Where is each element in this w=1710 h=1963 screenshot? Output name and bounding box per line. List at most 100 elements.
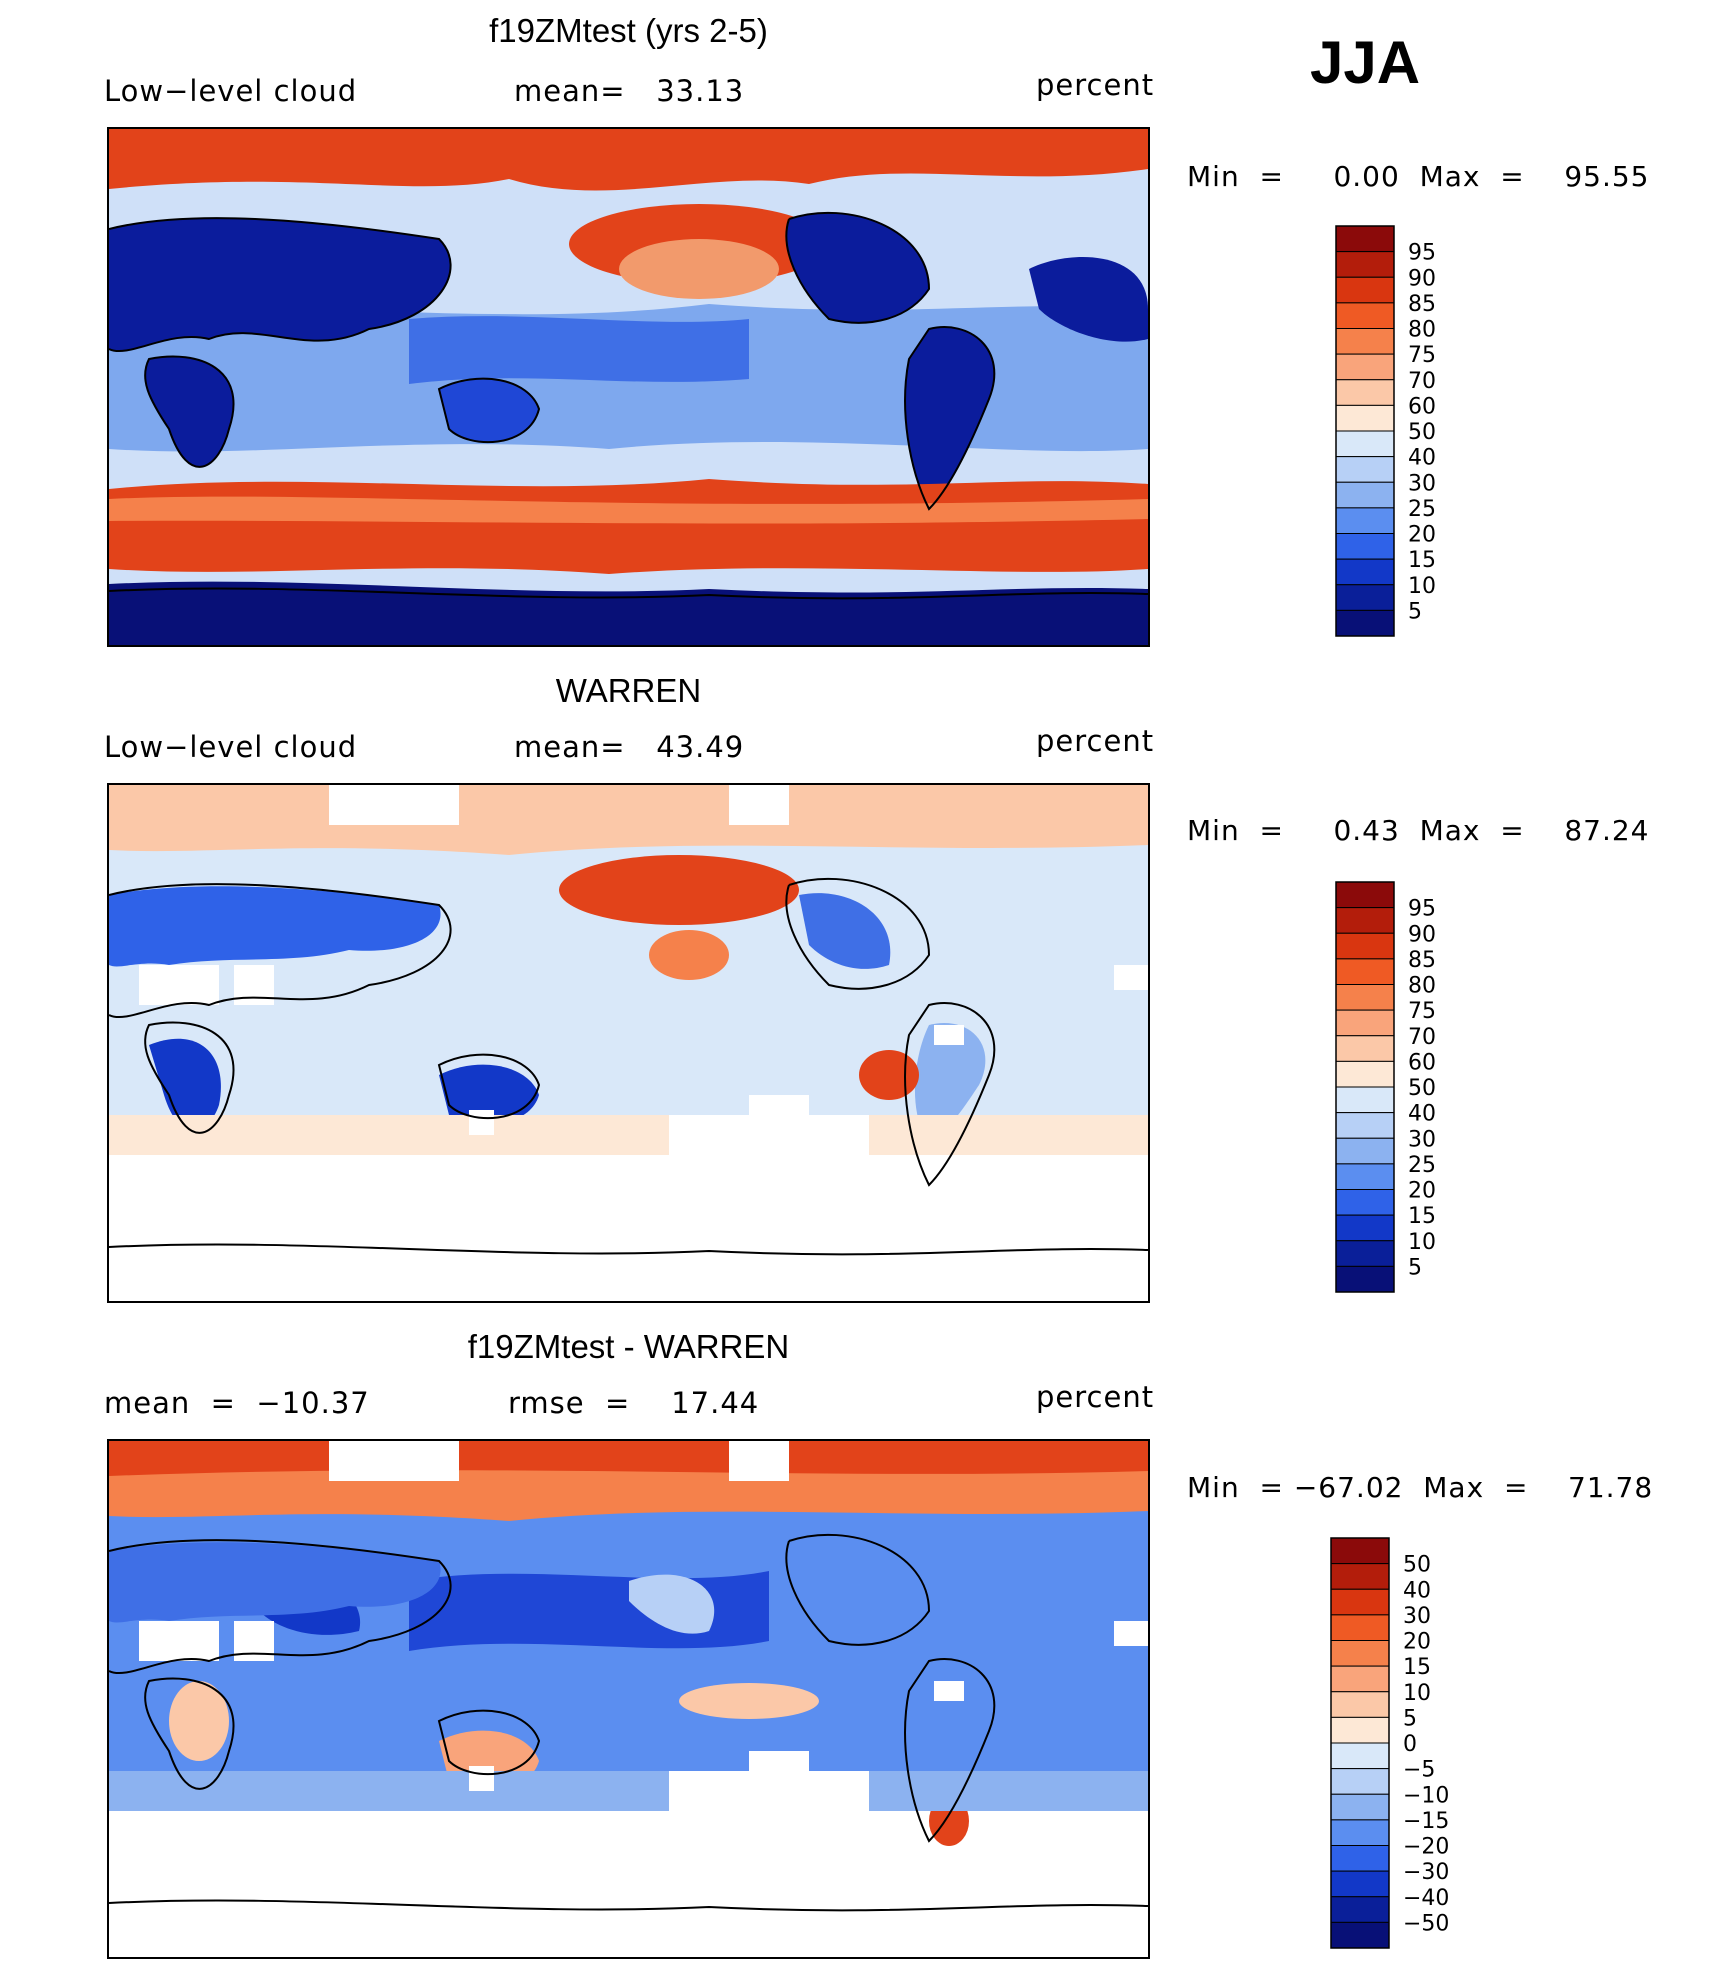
map-3-eurasia — [109, 1542, 441, 1623]
panel-1-mean-label: mean= 33.13 — [514, 74, 745, 108]
colorbar-1-label-13: 10 — [1408, 574, 1436, 599]
colorbar-3-swatch-6 — [1330, 1691, 1390, 1718]
panel-2-colorbar: 95 90 85 80 75 70 60 50 40 30 25 20 15 10 5 — [1335, 881, 1536, 1298]
colorbar-1-swatch-12 — [1335, 533, 1395, 560]
map-2-missing-south-pacific — [669, 1095, 869, 1155]
map-1-southern-ocean-inner — [109, 496, 1148, 524]
panel-1-map — [107, 127, 1150, 647]
colorbar-3-label-4: 15 — [1403, 1655, 1431, 1680]
colorbar-1-swatch-1 — [1335, 251, 1395, 278]
map-1-coast-africa — [144, 355, 235, 468]
map-1-north-america — [786, 212, 929, 323]
map-3-missing-sahara — [139, 1621, 219, 1661]
map-1-africa — [145, 356, 234, 467]
panel-2-mean-label: mean= 43.49 — [514, 730, 745, 764]
colorbar-2-swatch-4 — [1335, 984, 1395, 1011]
colorbar-1-label-12: 15 — [1408, 548, 1436, 573]
colorbar-3-label-6: 5 — [1403, 1706, 1417, 1731]
map-3-coast-north-america — [785, 1533, 931, 1646]
map-2-missing-sahara — [139, 965, 219, 1005]
colorbar-2-label-7: 50 — [1408, 1076, 1436, 1101]
colorbar-2-label-3: 80 — [1408, 974, 1436, 999]
colorbar-1-label-6: 60 — [1408, 394, 1436, 419]
colorbar-3-label-13: −40 — [1403, 1886, 1449, 1911]
colorbar-2-swatch-7 — [1335, 1060, 1395, 1088]
panel-1-title: f19ZMtest (yrs 2-5) — [489, 12, 768, 49]
map-3-coast-south-america — [904, 1658, 996, 1843]
map-2-missing-arctic-2 — [729, 785, 789, 825]
map-1-coast-north-america — [785, 211, 931, 324]
colorbar-2-swatch-6 — [1335, 1035, 1395, 1062]
map-3-southern-edge — [109, 1771, 1148, 1811]
map-1-coast-south-america — [904, 326, 996, 511]
colorbar-2-label-9: 30 — [1408, 1127, 1436, 1152]
map-3-missing-australia — [469, 1766, 494, 1791]
panel-3-rmse-label: rmse = 17.44 — [508, 1386, 760, 1420]
colorbar-3-label-7: 0 — [1403, 1732, 1417, 1757]
map-3-coast-africa — [144, 1677, 235, 1790]
map-2-missing-arctic-1 — [329, 785, 459, 825]
map-2-coast-south-america — [904, 1002, 996, 1187]
map-2-missing-atlantic — [1114, 965, 1148, 990]
colorbar-1-frame — [1335, 225, 1395, 637]
map-1-coast-australia — [437, 377, 541, 444]
colorbar-1-label-10: 25 — [1408, 497, 1436, 522]
map-1-coast-antarctica — [109, 587, 1148, 600]
colorbar-3-label-2: 30 — [1403, 1604, 1431, 1629]
map-1-south-america — [905, 327, 995, 509]
map-2-coastlines — [109, 877, 1148, 1256]
colorbar-1-label-8: 40 — [1408, 446, 1436, 471]
colorbar-1-label-0: 95 — [1408, 241, 1436, 266]
colorbar-1-swatch-9 — [1335, 456, 1395, 483]
map-2-australia — [439, 1064, 539, 1125]
map-3-missing-south-pacific — [669, 1751, 869, 1811]
colorbar-2-swatch-15 — [1335, 1265, 1395, 1293]
map-3-coastlines — [109, 1533, 1148, 1912]
colorbar-3-swatch-10 — [1330, 1793, 1390, 1821]
map-2-north-america — [799, 893, 891, 969]
colorbar-3-label-1: 40 — [1403, 1578, 1431, 1603]
panel-3-map — [107, 1439, 1150, 1959]
map-2-south-america — [914, 1023, 986, 1137]
colorbar-2-label-0: 95 — [1408, 897, 1436, 922]
colorbar-3-label-11: −20 — [1403, 1835, 1449, 1860]
map-1-coastlines — [109, 211, 1148, 600]
map-2-southern-edge — [109, 1115, 1148, 1155]
colorbar-2-label-10: 25 — [1408, 1153, 1436, 1178]
colorbar-1-swatch-15 — [1335, 609, 1395, 637]
map-2-missing-amazon — [934, 1025, 964, 1045]
colorbar-1-swatch-3 — [1335, 302, 1395, 329]
map-3-missing-arctic-1 — [329, 1441, 459, 1481]
colorbar-3-swatch-2 — [1330, 1588, 1390, 1616]
colorbar-3-label-12: −30 — [1403, 1860, 1449, 1885]
colorbar-3-label-9: −10 — [1403, 1783, 1449, 1808]
colorbar-2-label-12: 15 — [1408, 1204, 1436, 1229]
colorbar-1-swatch-5 — [1335, 353, 1395, 381]
colorbar-3-frame — [1330, 1537, 1390, 1949]
colorbar-2-swatch-5 — [1335, 1009, 1395, 1037]
colorbar-1-label-5: 70 — [1408, 369, 1436, 394]
colorbar-2-label-13: 10 — [1408, 1230, 1436, 1255]
colorbar-2-label-1: 90 — [1408, 922, 1436, 947]
colorbar-2-swatch-13 — [1335, 1214, 1395, 1242]
colorbar-1-swatch-8 — [1335, 430, 1395, 458]
map-2-coast-eurasia — [109, 883, 452, 1018]
map-1-west-pacific — [409, 316, 749, 384]
colorbar-3-swatch-14 — [1330, 1896, 1390, 1923]
panel-2-minmax: Min = 0.43 Max = 87.24 — [1187, 814, 1650, 847]
map-3-missing-atlantic — [1114, 1621, 1148, 1646]
colorbar-2-swatch-3 — [1335, 958, 1395, 985]
map-1-australia — [439, 378, 539, 443]
panel-1-variable-label: Low−level cloud — [104, 74, 358, 108]
colorbar-2-swatch-14 — [1335, 1240, 1395, 1267]
map-2-coast-antarctica — [109, 1243, 1148, 1256]
colorbar-1-swatch-6 — [1335, 379, 1395, 406]
colorbar-2-swatch-10 — [1335, 1137, 1395, 1165]
map-1-europe-edge — [1029, 257, 1148, 342]
map-2-north-pacific-high — [559, 855, 799, 925]
map-2-coast-africa — [144, 1021, 235, 1134]
colorbar-3-swatch-13 — [1330, 1870, 1390, 1898]
colorbar-3-swatch-4 — [1330, 1640, 1390, 1667]
colorbar-3-label-0: 50 — [1403, 1553, 1431, 1578]
